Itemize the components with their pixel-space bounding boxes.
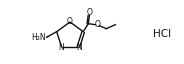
Text: HCl: HCl — [153, 29, 171, 39]
Text: N: N — [76, 43, 82, 52]
Text: O: O — [67, 17, 73, 26]
Text: O: O — [94, 20, 100, 29]
Text: N: N — [58, 43, 64, 52]
Text: O: O — [86, 8, 92, 17]
Text: H₂N: H₂N — [31, 33, 46, 42]
